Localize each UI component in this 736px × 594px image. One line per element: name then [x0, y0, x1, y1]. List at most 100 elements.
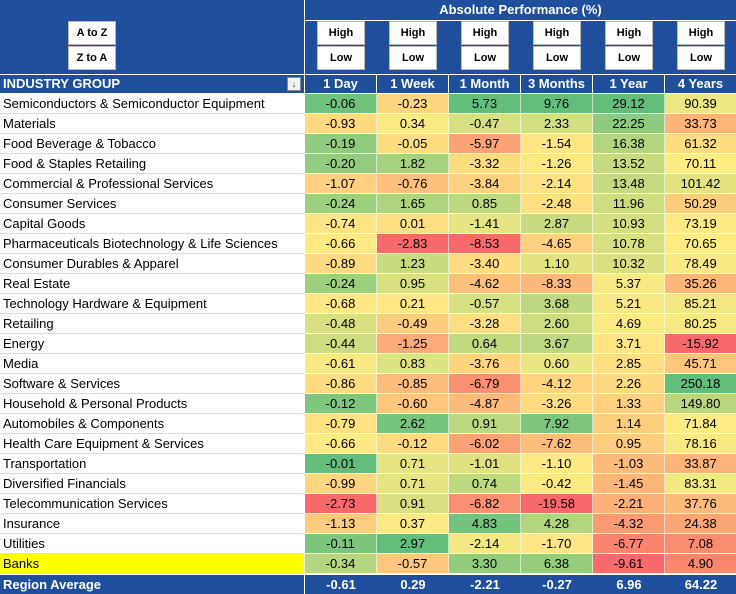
sort-high-button-1-week[interactable]: High	[389, 21, 437, 45]
sort-low-button-1-year[interactable]: Low	[605, 46, 653, 70]
sort-low-button-1-day[interactable]: Low	[317, 46, 365, 70]
performance-value-3-months: -1.10	[521, 454, 593, 474]
performance-value-4-years: 80.25	[665, 314, 736, 334]
performance-value-4-years: 7.08	[665, 534, 736, 554]
performance-value-1-week: 0.95	[377, 274, 449, 294]
performance-value-1-month: -2.14	[449, 534, 521, 554]
performance-value-1-month: -1.41	[449, 214, 521, 234]
performance-value-4-years: -15.92	[665, 334, 736, 354]
performance-value-3-months: 4.28	[521, 514, 593, 534]
sort-low-button-4-years[interactable]: Low	[677, 46, 725, 70]
performance-value-1-week: -1.25	[377, 334, 449, 354]
performance-value-4-years: 90.39	[665, 94, 736, 114]
performance-value-1-week: -0.85	[377, 374, 449, 394]
performance-value-4-years: 71.84	[665, 414, 736, 434]
sort-high-button-4-years[interactable]: High	[677, 21, 725, 45]
performance-value-1-week: 0.34	[377, 114, 449, 134]
performance-value-4-years: 45.71	[665, 354, 736, 374]
sort-high-button-3-months[interactable]: High	[533, 21, 581, 45]
performance-value-1-month: -3.40	[449, 254, 521, 274]
sort-low-button-1-week[interactable]: Low	[389, 46, 437, 70]
sort-low-button-1-month[interactable]: Low	[461, 46, 509, 70]
industry-group-name: Automobiles & Components	[0, 414, 304, 434]
performance-value-1-week: 1.23	[377, 254, 449, 274]
performance-value-4-years: 85.21	[665, 294, 736, 314]
industry-group-name: Banks	[0, 554, 304, 574]
performance-value-4-years: 70.11	[665, 154, 736, 174]
performance-value-3-months: -4.65	[521, 234, 593, 254]
performance-value-4-years: 24.38	[665, 514, 736, 534]
performance-value-1-year: 13.48	[593, 174, 665, 194]
performance-value-1-day: -2.73	[305, 494, 377, 514]
region-average-1-month: -2.21	[449, 575, 521, 594]
performance-value-1-month: -0.47	[449, 114, 521, 134]
performance-value-1-day: -0.34	[305, 554, 377, 574]
performance-value-4-years: 250.18	[665, 374, 736, 394]
performance-value-3-months: -3.26	[521, 394, 593, 414]
sort-z-to-a-button[interactable]: Z to A	[68, 46, 116, 70]
performance-value-1-month: -8.53	[449, 234, 521, 254]
performance-value-1-week: 1.82	[377, 154, 449, 174]
performance-value-1-month: -3.76	[449, 354, 521, 374]
performance-value-1-day: -0.06	[305, 94, 377, 114]
region-average-1-day: -0.61	[305, 575, 377, 594]
performance-value-1-year: 1.33	[593, 394, 665, 414]
region-average-1-year: 6.96	[593, 575, 665, 594]
sort-a-to-z-button[interactable]: A to Z	[68, 21, 116, 45]
performance-value-1-month: -6.79	[449, 374, 521, 394]
performance-value-3-months: 6.38	[521, 554, 593, 574]
column-header-4-years: 4 Years	[665, 75, 736, 93]
sort-high-button-1-day[interactable]: High	[317, 21, 365, 45]
performance-value-4-years: 35.26	[665, 274, 736, 294]
sort-high-button-1-year[interactable]: High	[605, 21, 653, 45]
performance-value-1-year: 29.12	[593, 94, 665, 114]
performance-value-1-day: -0.24	[305, 274, 377, 294]
performance-value-3-months: 3.68	[521, 294, 593, 314]
performance-value-1-year: -1.45	[593, 474, 665, 494]
sort-low-button-3-months[interactable]: Low	[533, 46, 581, 70]
performance-value-3-months: 2.60	[521, 314, 593, 334]
performance-value-3-months: -1.26	[521, 154, 593, 174]
dropdown-filter-icon[interactable]: ↓	[287, 77, 301, 91]
performance-value-1-year: 0.95	[593, 434, 665, 454]
performance-value-1-month: -3.84	[449, 174, 521, 194]
performance-value-3-months: -1.54	[521, 134, 593, 154]
performance-value-4-years: 73.19	[665, 214, 736, 234]
performance-value-1-day: -0.93	[305, 114, 377, 134]
column-header-1-week: 1 Week	[377, 75, 448, 93]
industry-group-name: Consumer Durables & Apparel	[0, 254, 304, 274]
performance-value-1-month: -6.02	[449, 434, 521, 454]
column-header-industry-group: INDUSTRY GROUP ↓	[0, 75, 304, 93]
industry-group-name: Energy	[0, 334, 304, 354]
performance-value-4-years: 83.31	[665, 474, 736, 494]
performance-value-1-day: -1.07	[305, 174, 377, 194]
column-header-3-months: 3 Months	[521, 75, 592, 93]
performance-value-1-month: 0.74	[449, 474, 521, 494]
industry-group-name: Transportation	[0, 454, 304, 474]
performance-value-1-year: 4.69	[593, 314, 665, 334]
performance-value-1-week: -0.12	[377, 434, 449, 454]
industry-group-name: Telecommunication Services	[0, 494, 304, 514]
performance-value-1-week: -0.76	[377, 174, 449, 194]
performance-value-1-day: -1.13	[305, 514, 377, 534]
industry-group-name: Pharmaceuticals Biotechnology & Life Sci…	[0, 234, 304, 254]
performance-value-4-years: 149.80	[665, 394, 736, 414]
performance-value-3-months: -19.58	[521, 494, 593, 514]
performance-value-4-years: 61.32	[665, 134, 736, 154]
performance-value-1-week: 0.91	[377, 494, 449, 514]
performance-value-1-year: 2.26	[593, 374, 665, 394]
performance-value-1-month: 0.64	[449, 334, 521, 354]
sort-high-button-1-month[interactable]: High	[461, 21, 509, 45]
performance-value-1-day: -0.24	[305, 194, 377, 214]
performance-value-1-day: -0.19	[305, 134, 377, 154]
performance-value-1-year: 3.71	[593, 334, 665, 354]
performance-value-1-day: -0.74	[305, 214, 377, 234]
performance-value-1-month: -1.01	[449, 454, 521, 474]
performance-value-1-month: 0.85	[449, 194, 521, 214]
performance-value-1-day: -0.48	[305, 314, 377, 334]
performance-value-1-day: -0.01	[305, 454, 377, 474]
industry-group-name: Media	[0, 354, 304, 374]
performance-value-1-year: 2.85	[593, 354, 665, 374]
performance-value-4-years: 70.65	[665, 234, 736, 254]
